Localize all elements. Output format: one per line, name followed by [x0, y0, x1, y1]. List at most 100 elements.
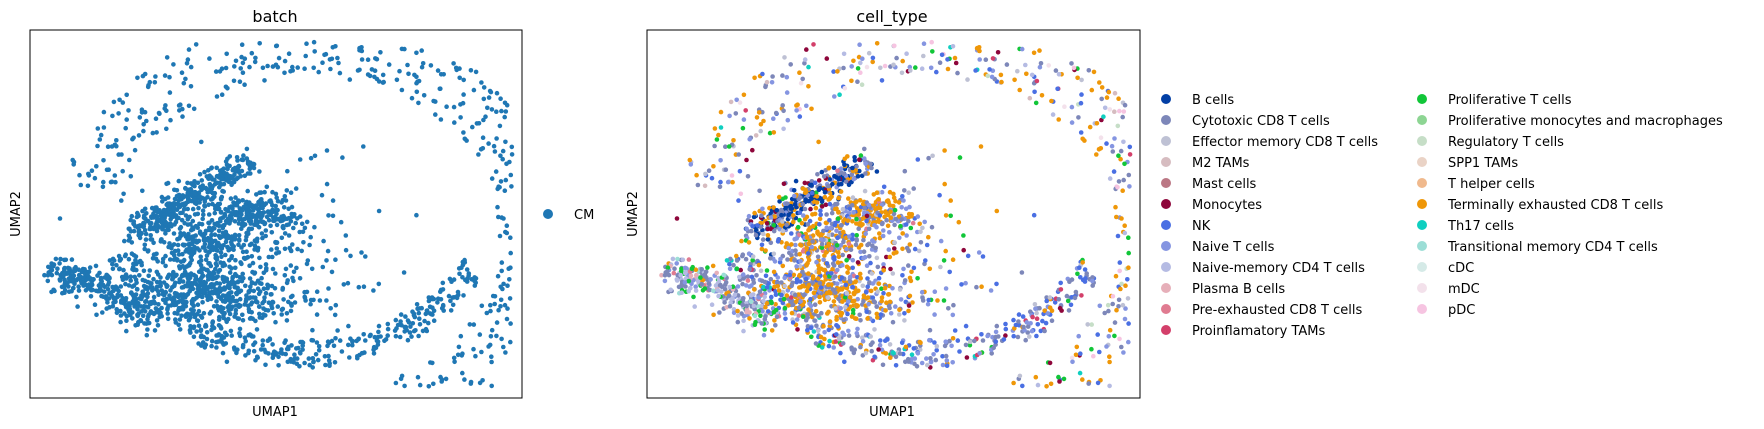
- data-point: [340, 155, 345, 160]
- data-point: [741, 318, 746, 324]
- data-point: [840, 206, 846, 212]
- data-point: [926, 155, 931, 161]
- data-point: [871, 203, 876, 208]
- data-point: [864, 213, 870, 219]
- data-point: [498, 96, 503, 101]
- data-point: [674, 261, 679, 266]
- data-point: [822, 190, 828, 195]
- data-point: [869, 348, 874, 354]
- data-point: [444, 104, 449, 109]
- data-point: [809, 182, 814, 188]
- data-point: [741, 296, 746, 301]
- data-point: [802, 180, 808, 186]
- data-point: [858, 242, 864, 248]
- data-point: [223, 239, 229, 245]
- data-point: [869, 271, 875, 276]
- data-point: [917, 221, 922, 227]
- data-point: [270, 342, 275, 347]
- data-point: [209, 343, 214, 349]
- data-point: [674, 216, 680, 221]
- data-point: [948, 213, 953, 219]
- data-point: [870, 243, 875, 249]
- data-point: [779, 212, 784, 218]
- data-point: [850, 219, 855, 224]
- data-point: [1117, 108, 1122, 114]
- data-point: [811, 329, 817, 334]
- data-point: [486, 141, 491, 146]
- data-point: [472, 278, 477, 284]
- data-point: [227, 311, 233, 317]
- data-point: [780, 103, 785, 108]
- data-point: [893, 304, 898, 309]
- data-point: [800, 314, 806, 320]
- data-point: [234, 210, 239, 215]
- data-point: [164, 181, 169, 187]
- data-point: [359, 250, 364, 255]
- data-point: [251, 334, 256, 339]
- data-point: [235, 316, 240, 321]
- data-point: [867, 253, 872, 259]
- data-point: [104, 272, 109, 278]
- data-point: [105, 144, 111, 149]
- data-point: [794, 277, 800, 282]
- data-point: [505, 306, 510, 311]
- data-point: [768, 276, 774, 282]
- data-point: [1061, 376, 1067, 382]
- data-point: [861, 237, 866, 243]
- data-point: [789, 231, 794, 236]
- data-point: [183, 213, 189, 218]
- data-point: [841, 218, 846, 224]
- data-point: [219, 336, 224, 342]
- data-point: [750, 224, 755, 229]
- data-point: [121, 191, 126, 197]
- data-point: [254, 354, 260, 360]
- data-point: [128, 278, 133, 283]
- data-point: [503, 350, 508, 355]
- data-point: [201, 334, 207, 340]
- data-point: [695, 278, 701, 284]
- data-point: [830, 232, 835, 237]
- data-point: [735, 319, 741, 325]
- data-point: [290, 68, 296, 73]
- data-point: [680, 257, 686, 263]
- data-point: [414, 302, 420, 307]
- data-point: [1078, 351, 1083, 357]
- data-point: [483, 114, 488, 119]
- data-point: [826, 197, 831, 202]
- data-point: [174, 258, 180, 263]
- data-point: [1107, 176, 1113, 181]
- data-point: [179, 305, 184, 311]
- data-point: [762, 294, 767, 300]
- data-point: [1116, 96, 1121, 101]
- data-point: [847, 234, 852, 239]
- data-point: [375, 339, 381, 344]
- data-point: [1033, 100, 1039, 106]
- data-point: [989, 351, 994, 356]
- data-point: [835, 324, 841, 329]
- data-point: [815, 328, 821, 334]
- data-point: [882, 285, 888, 291]
- legend-marker: [1161, 241, 1171, 251]
- data-point: [831, 254, 837, 260]
- data-point: [214, 263, 220, 268]
- data-point: [757, 188, 762, 194]
- data-point: [665, 265, 671, 271]
- data-point: [496, 214, 501, 220]
- data-point: [912, 246, 918, 252]
- data-point: [264, 184, 270, 190]
- data-point: [815, 172, 820, 177]
- legend-marker: [1417, 178, 1427, 188]
- data-point: [863, 161, 868, 166]
- data-point: [826, 327, 832, 333]
- data-point: [863, 350, 869, 356]
- data-point: [63, 257, 69, 263]
- data-point: [841, 171, 846, 177]
- data-point: [268, 223, 273, 229]
- data-point: [857, 157, 862, 162]
- data-point: [868, 260, 873, 266]
- data-point: [302, 225, 308, 231]
- data-point: [398, 319, 403, 324]
- data-point: [879, 295, 885, 300]
- data-point: [857, 271, 863, 277]
- data-point: [265, 308, 271, 313]
